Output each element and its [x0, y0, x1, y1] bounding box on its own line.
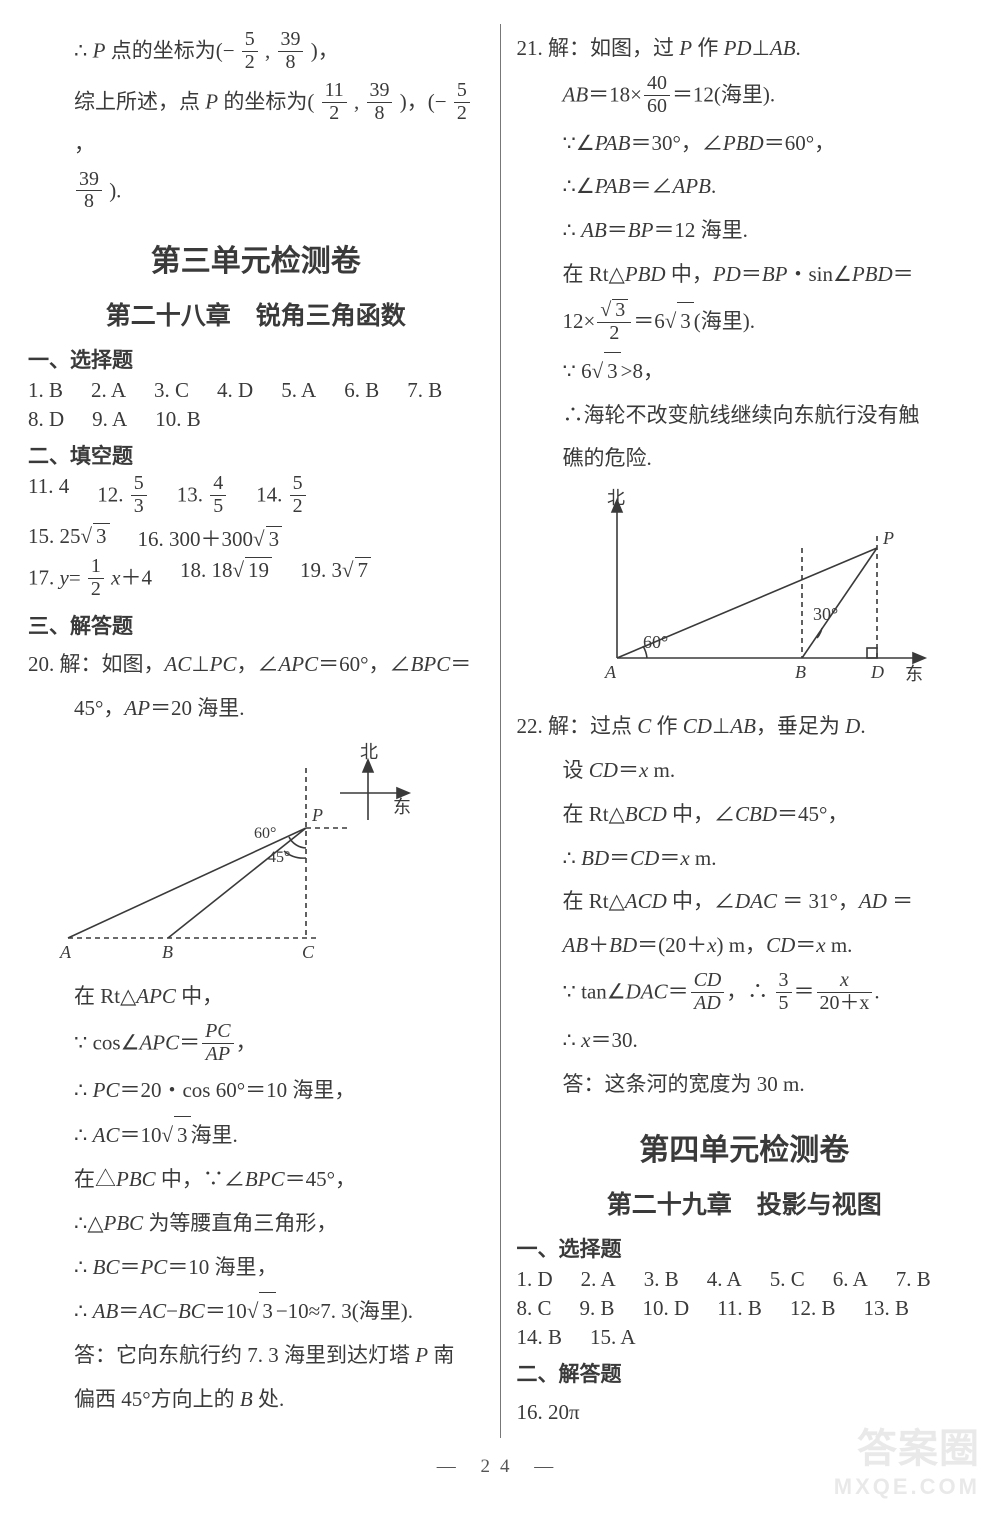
- svg-text:P: P: [311, 805, 323, 825]
- svg-text:60°: 60°: [254, 825, 276, 842]
- q22-l2: 设 CD＝x m.: [517, 752, 973, 790]
- r-choices-row3: 14. B 15. A: [517, 1325, 973, 1350]
- q21-l2: AB＝18×4060＝12(海里).: [517, 74, 973, 119]
- q22-l6: AB＋BD＝(20＋x) m，CD＝x m.: [517, 927, 973, 965]
- q21-l9: ∴海轮不改变航线继续向东航行没有触: [517, 397, 973, 435]
- q22-l7: ∵ tan∠DAC＝CDAD，∴ 35＝x20＋x.: [517, 971, 973, 1016]
- svg-text:A: A: [604, 662, 617, 682]
- choices-row1: 1. B 2. A 3. C 4. D 5. A 6. B 7. B: [28, 378, 484, 403]
- svg-text:B: B: [795, 662, 806, 682]
- svg-text:45°: 45°: [268, 849, 290, 866]
- r-choices-row2: 8. C 9. B 10. D 11. B 12. B 13. B: [517, 1296, 973, 1321]
- q21-l10: 礁的危险.: [517, 440, 973, 478]
- q16: 16. 20π: [517, 1394, 973, 1432]
- svg-text:60°: 60°: [643, 632, 668, 652]
- q22-l9: 答：这条河的宽度为 30 m.: [517, 1066, 973, 1104]
- q20-l2: 45°，AP＝20 海里.: [28, 690, 484, 728]
- section-solve-hdr: 三、解答题: [28, 610, 484, 640]
- intro-line1: ∴ P 点的坐标为(− 52 , 398 )，: [28, 30, 484, 75]
- q20-l9: ∴ BC＝PC＝10 海里，: [28, 1249, 484, 1287]
- page-number: — 24 —: [28, 1456, 972, 1478]
- page: ∴ P 点的坐标为(− 52 , 398 )， 综上所述，点 P 的坐标为( 1…: [28, 24, 972, 1438]
- r-section-choice-hdr: 一、选择题: [517, 1233, 973, 1263]
- column-divider: [500, 24, 501, 1438]
- q20-l12: 偏西 45°方向上的 B 处.: [28, 1381, 484, 1419]
- unit3-title: 第三单元检测卷: [28, 236, 484, 280]
- blanks-row1: 11. 4 12. 53 13. 45 14. 52: [28, 474, 484, 519]
- r-choices-row1: 1. D 2. A 3. B 4. A 5. C 6. A 7. B: [517, 1267, 973, 1292]
- svg-text:P: P: [882, 528, 894, 548]
- intro-line2: 综上所述，点 P 的坐标为( 112 , 398 )，(− 52 ，: [28, 81, 484, 164]
- q22-l5: 在 Rt△ACD 中，∠DAC ＝ 31°，AD ＝: [517, 883, 973, 921]
- q20-l1: 20. 解：如图，AC⊥PC，∠APC＝60°，∠BPC＝: [28, 646, 484, 684]
- q22-l1: 22. 解：过点 C 作 CD⊥AB，垂足为 D.: [517, 708, 973, 746]
- svg-text:北: 北: [360, 742, 378, 762]
- svg-text:D: D: [870, 662, 884, 682]
- q21-l5: ∴ AB＝BP＝12 海里.: [517, 212, 973, 250]
- q20-l10: ∴ AB＝AC−BC＝10√3−10≈7. 3(海里).: [28, 1292, 484, 1331]
- svg-text:B: B: [162, 942, 173, 962]
- unit4-title: 第四单元检测卷: [517, 1125, 973, 1169]
- q20-l7: 在△PBC 中，∵∠BPC＝45°，: [28, 1161, 484, 1199]
- q20-l4: ∵ cos∠APC＝PCAP，: [28, 1022, 484, 1067]
- blanks-row3: 17. y= 12 x＋4 18. 18√19 19. 3√7: [28, 557, 484, 602]
- svg-text:东: 东: [393, 797, 411, 817]
- svg-text:C: C: [302, 942, 315, 962]
- left-column: ∴ P 点的坐标为(− 52 , 398 )， 综上所述，点 P 的坐标为( 1…: [28, 24, 498, 1438]
- q22-l4: ∴ BD＝CD＝x m.: [517, 840, 973, 878]
- q21-diagram: 北 东 60° 30° A B D P: [577, 488, 937, 698]
- chapter28-title: 第二十八章 锐角三角函数: [28, 296, 484, 332]
- svg-text:东: 东: [905, 664, 923, 684]
- q20-diagram: 北 东 P A B C 60° 45°: [58, 738, 418, 968]
- svg-text:A: A: [59, 942, 72, 962]
- section-choice-hdr: 一、选择题: [28, 344, 484, 374]
- q20-l3: 在 Rt△APC 中，: [28, 978, 484, 1016]
- q22-l3: 在 Rt△BCD 中，∠CBD＝45°，: [517, 796, 973, 834]
- intro-line3: 398 ).: [28, 170, 484, 215]
- q21-l3: ∵∠PAB＝30°，∠PBD＝60°，: [517, 125, 973, 163]
- q20-l8: ∴△PBC 为等腰直角三角形，: [28, 1205, 484, 1243]
- q20-l6: ∴ AC＝10√3海里.: [28, 1116, 484, 1155]
- choices-row2: 8. D 9. A 10. B: [28, 407, 484, 432]
- section-blank-hdr: 二、填空题: [28, 440, 484, 470]
- q21-l6: 在 Rt△PBD 中，PD＝BP・sin∠PBD＝: [517, 256, 973, 294]
- svg-text:北: 北: [607, 488, 625, 508]
- chapter29-title: 第二十九章 投影与视图: [517, 1185, 973, 1221]
- q20-l11: 答：它向东航行约 7. 3 海里到达灯塔 P 南: [28, 1337, 484, 1375]
- right-column: 21. 解：如图，过 P 作 PD⊥AB. AB＝18×4060＝12(海里).…: [503, 24, 973, 1438]
- q21-l4: ∴∠PAB＝∠APB.: [517, 168, 973, 206]
- svg-text:30°: 30°: [813, 604, 838, 624]
- q21-l7: 12×√32＝6√3(海里).: [517, 300, 973, 346]
- q21-l8: ∵ 6√3>8，: [517, 352, 973, 391]
- q21-l1: 21. 解：如图，过 P 作 PD⊥AB.: [517, 30, 973, 68]
- blanks-row2: 15. 25√3 16. 300＋300√3: [28, 523, 484, 553]
- q20-l5: ∴ PC＝20・cos 60°＝10 海里，: [28, 1072, 484, 1110]
- q22-l8: ∴ x＝30.: [517, 1022, 973, 1060]
- r-section-solve-hdr: 二、解答题: [517, 1358, 973, 1388]
